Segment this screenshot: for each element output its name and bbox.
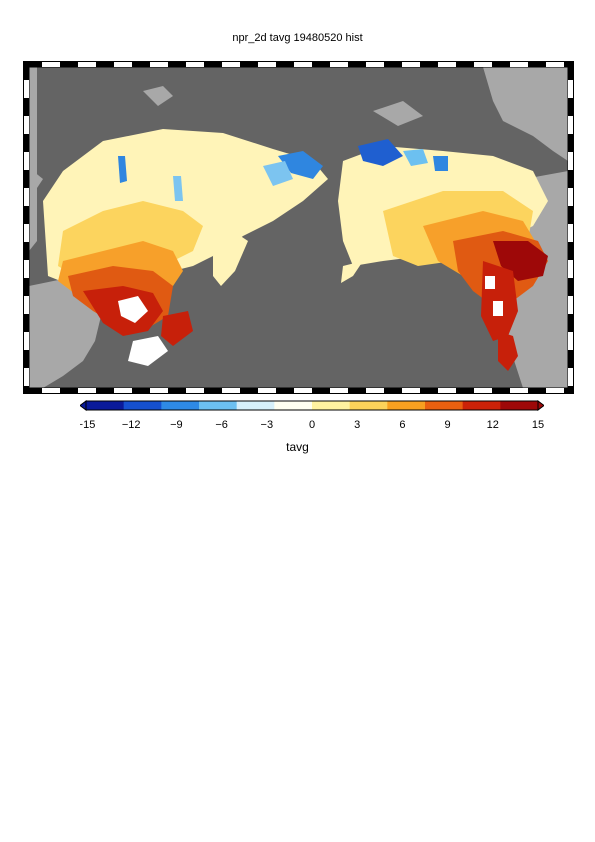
map-panel (23, 61, 574, 394)
land-masses (29, 67, 568, 388)
colorbar-swatch (500, 401, 539, 410)
colorbar-tick-label: 0 (309, 419, 315, 431)
colorbar-tick-label: 6 (399, 419, 405, 431)
map-title: npr_2d tavg 19480520 hist (232, 32, 363, 44)
colorbar-swatch (387, 401, 426, 410)
colorbar-ticks: −15 −12 −9 −6 −3 0 3 6 9 12 15 (80, 419, 544, 431)
colorbar-swatch (462, 401, 501, 410)
colorbar-tick-label: −6 (215, 419, 228, 431)
colorbar-label: tavg (286, 440, 309, 454)
colorbar-high-arrow (537, 400, 544, 411)
colorbar-swatch (86, 401, 125, 410)
colorbar-tick-label: −3 (261, 419, 274, 431)
colorbar-low-arrow (80, 400, 87, 411)
frame-ticks (24, 62, 573, 393)
colorbar-swatch (199, 401, 238, 410)
colorbar-tick-label: 15 (532, 419, 544, 431)
colorbar-tick-label: −12 (122, 419, 141, 431)
colorbar-swatch (349, 401, 388, 410)
colorbar: −15 −12 −9 −6 −3 0 3 6 9 12 15 (80, 400, 544, 431)
colorbar-tick-label: 3 (354, 419, 360, 431)
colorbar-swatch (123, 401, 162, 410)
colorbar-tick-label: 9 (445, 419, 451, 431)
colorbar-swatches (80, 400, 544, 411)
colorbar-swatch (236, 401, 275, 410)
colorbar-tick-label: −9 (170, 419, 183, 431)
colorbar-swatch (274, 401, 313, 410)
america-field (338, 139, 548, 371)
asia-field (43, 129, 328, 366)
colorbar-tick-label: 12 (487, 419, 499, 431)
colorbar-tick-label: −15 (80, 419, 95, 431)
colorbar-swatch (161, 401, 200, 410)
colorbar-outline (85, 400, 539, 411)
colorbar-swatch (425, 401, 464, 410)
colorbar-swatch (312, 401, 351, 410)
